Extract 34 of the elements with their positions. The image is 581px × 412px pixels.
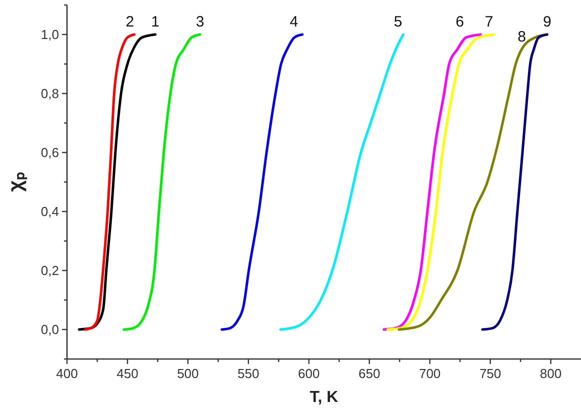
x-tick-label: 650 <box>358 366 380 381</box>
annotation: 8 <box>518 28 526 46</box>
y-tick-label: 1,0 <box>40 27 59 42</box>
annotation: 4 <box>290 14 298 30</box>
x-tick-label: 750 <box>479 366 502 381</box>
line-series <box>78 33 157 331</box>
y-tick-label: 0,0 <box>40 322 59 337</box>
x-tick-label: 800 <box>540 366 562 381</box>
line-series <box>122 33 202 331</box>
y-axis-title: χₚ <box>5 172 28 192</box>
x-tick-label: 450 <box>116 366 138 381</box>
line-series <box>481 33 548 331</box>
line-series <box>279 33 404 331</box>
x-tick-label: 550 <box>238 366 260 381</box>
annotation: 1 <box>151 14 160 30</box>
line-series <box>382 33 482 331</box>
annotation: 5 <box>394 14 402 30</box>
line-series <box>220 33 304 331</box>
annotation: 6 <box>456 14 464 30</box>
y-tick-label: 0,8 <box>40 86 59 101</box>
y-tick-label: 0,4 <box>40 204 59 219</box>
annotation: 2 <box>126 14 134 30</box>
line-series <box>84 33 136 331</box>
annotation: 9 <box>542 14 552 30</box>
x-tick-label: 500 <box>177 366 199 381</box>
annotation: 3 <box>196 14 204 30</box>
line-series <box>386 33 496 331</box>
x-tick-label: 700 <box>418 366 441 381</box>
y-tick-label: 0,2 <box>40 263 59 278</box>
annotation: 7 <box>484 14 494 30</box>
x-tick-label: 600 <box>298 366 320 381</box>
y-tick-label: 0,6 <box>40 145 59 160</box>
x-axis-title: T, K <box>310 389 339 406</box>
x-tick-label: 400 <box>56 366 78 381</box>
